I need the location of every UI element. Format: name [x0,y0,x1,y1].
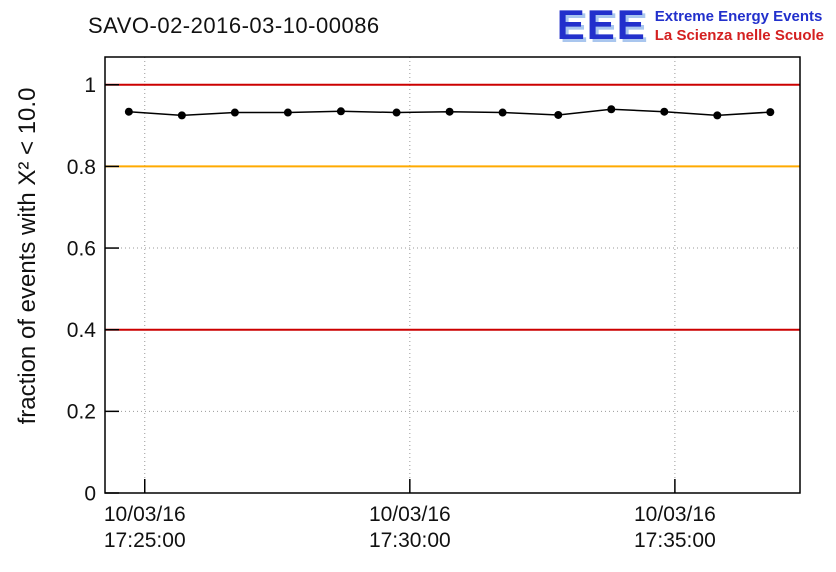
data-point-marker [283,108,292,117]
data-point-marker [445,107,454,116]
eee-logo-acronym: EEE [556,1,647,48]
data-point-marker [124,107,133,116]
data-point-marker [660,107,669,116]
data-point-marker [713,111,722,120]
data-point-marker [336,107,345,116]
plot-title: SAVO-02-2016-03-10-00086 [88,13,380,38]
data-point-marker [177,111,186,120]
x-tick-label-date: 10/03/16 [104,503,186,526]
y-tick-label: 0.6 [67,237,96,260]
y-tick-label: 0.8 [67,156,96,179]
data-point-marker [230,108,239,117]
y-tick-label: 0.2 [67,401,96,424]
data-point-marker [607,105,616,114]
data-point-marker [766,108,775,117]
x-tick-label-date: 10/03/16 [634,503,716,526]
x-tick-label-time: 17:30:00 [369,529,451,552]
y-tick-label: 1 [84,74,96,97]
data-point-marker [554,110,563,119]
eee-logo-text: Extreme Energy Events La Scienza nelle S… [655,4,824,45]
eee-logo: EEE Extreme Energy Events La Scienza nel… [557,4,824,46]
x-tick-label-time: 17:25:00 [104,529,186,552]
x-tick-label-date: 10/03/16 [369,503,451,526]
eee-logo-line2: La Scienza nelle Scuole [654,27,824,44]
eee-logo-line1: Extreme Energy Events [654,8,823,25]
data-point-marker [392,108,401,117]
y-tick-label: 0 [84,482,96,505]
data-point-marker [498,108,507,117]
plot-frame [104,56,801,494]
x-tick-label-time: 17:35:00 [634,529,716,552]
y-tick-label: 0.4 [67,319,97,342]
